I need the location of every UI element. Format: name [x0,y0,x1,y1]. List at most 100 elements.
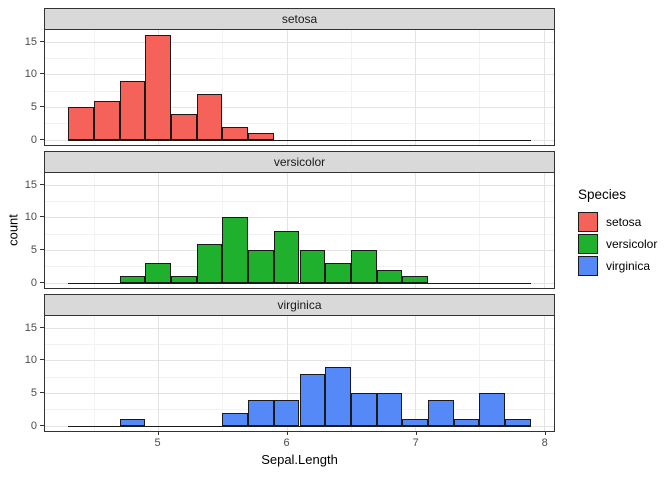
y-axis-tick-label: 5 [30,244,37,257]
y-axis-tick [40,73,44,75]
legend-item-versicolor: versicolor [578,234,657,254]
gridline-minor-h [45,344,554,346]
histogram-bar [350,250,377,283]
bar-layer [45,30,554,145]
gridline-minor-h [45,90,554,92]
facet-panel-versicolor: 0 5 10 15 [25,172,555,289]
histogram-bar [145,35,171,140]
legend-title: Species [578,187,627,202]
gridline-minor-h [45,58,554,60]
gridline-minor-v [479,30,481,145]
y-axis-tick [40,392,44,394]
gridline-minor-v [93,316,95,431]
facet-virginica: virginica 0 5 10 15 [25,294,555,432]
histogram-bar [119,419,146,426]
histogram-bar [93,100,120,140]
histogram-bar [325,366,351,426]
gridline-major-v [415,173,417,288]
histogram-bar [428,399,454,426]
histogram-bar [119,276,146,283]
histogram-bar [453,419,480,426]
gridline-major-h [45,327,554,329]
x-axis-tick-label: 8 [541,437,548,449]
histogram-bar [325,263,351,283]
y-axis-tick-label: 0 [30,133,37,146]
x-axis-tick [415,431,417,435]
legend-item-virginica: virginica [578,256,657,276]
x-axis-tick [157,431,159,435]
histogram-bar [196,94,223,140]
y-axis-tick-label: 15 [24,178,37,191]
gridline-major-v [543,30,545,145]
facet-strip-label: virginica [277,298,322,312]
histogram-bar [170,276,197,283]
gridline-minor-h [45,233,554,235]
facet-panel-setosa: 0 5 10 15 [25,29,555,146]
facet-versicolor: versicolor 0 5 10 15 [25,151,555,289]
gridline-major-h [45,107,554,109]
histogram-bar [273,399,300,426]
histogram-bar [479,393,506,426]
legend-label: virginica [606,259,651,273]
x-axis-tick-label: 7 [412,437,419,449]
legend-item-setosa: setosa [578,212,657,232]
facet-strip-label: setosa [281,12,318,26]
legend-label: setosa [606,215,642,229]
gridline-minor-h [45,201,554,203]
histogram-bar [299,250,326,283]
y-axis-tick [40,216,44,218]
gridline-minor-v [350,30,352,145]
gridline-major-v [286,316,288,431]
gridline-major-v [415,316,417,431]
x-axis-tick-label: 6 [283,437,290,449]
y-axis-tick [40,106,44,108]
gridline-major-h [45,184,554,186]
y-axis-title: count [5,214,21,246]
gridline-major-h [45,74,554,76]
gridline-major-v [158,316,160,431]
gridline-major-h [45,41,554,43]
legend-label: versicolor [606,237,658,251]
gridline-major-v [415,30,417,145]
histogram-bar [248,399,274,426]
gridline-major-v [543,173,545,288]
y-axis-tick [40,138,44,140]
histogram-bar [505,419,531,426]
histogram-bar [196,243,223,283]
gridline-minor-v [479,316,481,431]
y-axis-tick-label: 15 [24,35,37,48]
bar-layer [45,173,554,288]
histogram-bar [402,276,429,283]
histogram-bar [119,80,146,140]
gridline-minor-v [93,173,95,288]
histogram-baseline [68,139,531,141]
histogram-bar [299,373,326,426]
gridline-minor-v [93,30,95,145]
x-axis-tick [286,431,288,435]
x-axis: 5 6 7 8 [44,431,555,455]
facet-panel-virginica: 0 5 10 15 [25,315,555,432]
histogram-bar [222,217,249,283]
histogram-bar [376,269,403,283]
y-axis-tick-label: 10 [24,68,37,81]
histogram-baseline [68,282,531,284]
y-axis-tick [40,249,44,251]
gridline-minor-v [479,173,481,288]
legend-key-versicolor [578,234,598,254]
y-axis-tick [40,40,44,42]
histogram-bar [402,419,429,426]
legend-key-virginica [578,256,598,276]
histogram-bar [350,393,377,426]
gridline-major-v [543,316,545,431]
y-axis-tick-label: 5 [30,101,37,114]
y-axis-tick [40,424,44,426]
gridline-minor-h [45,123,554,125]
x-axis-title: Sepal.Length [261,452,338,467]
gridline-minor-v [222,30,224,145]
histogram-bar [376,393,403,426]
y-axis-tick-label: 5 [30,387,37,400]
histogram-bar [248,133,274,140]
gridline-minor-v [350,173,352,288]
x-axis-tick [544,431,546,435]
